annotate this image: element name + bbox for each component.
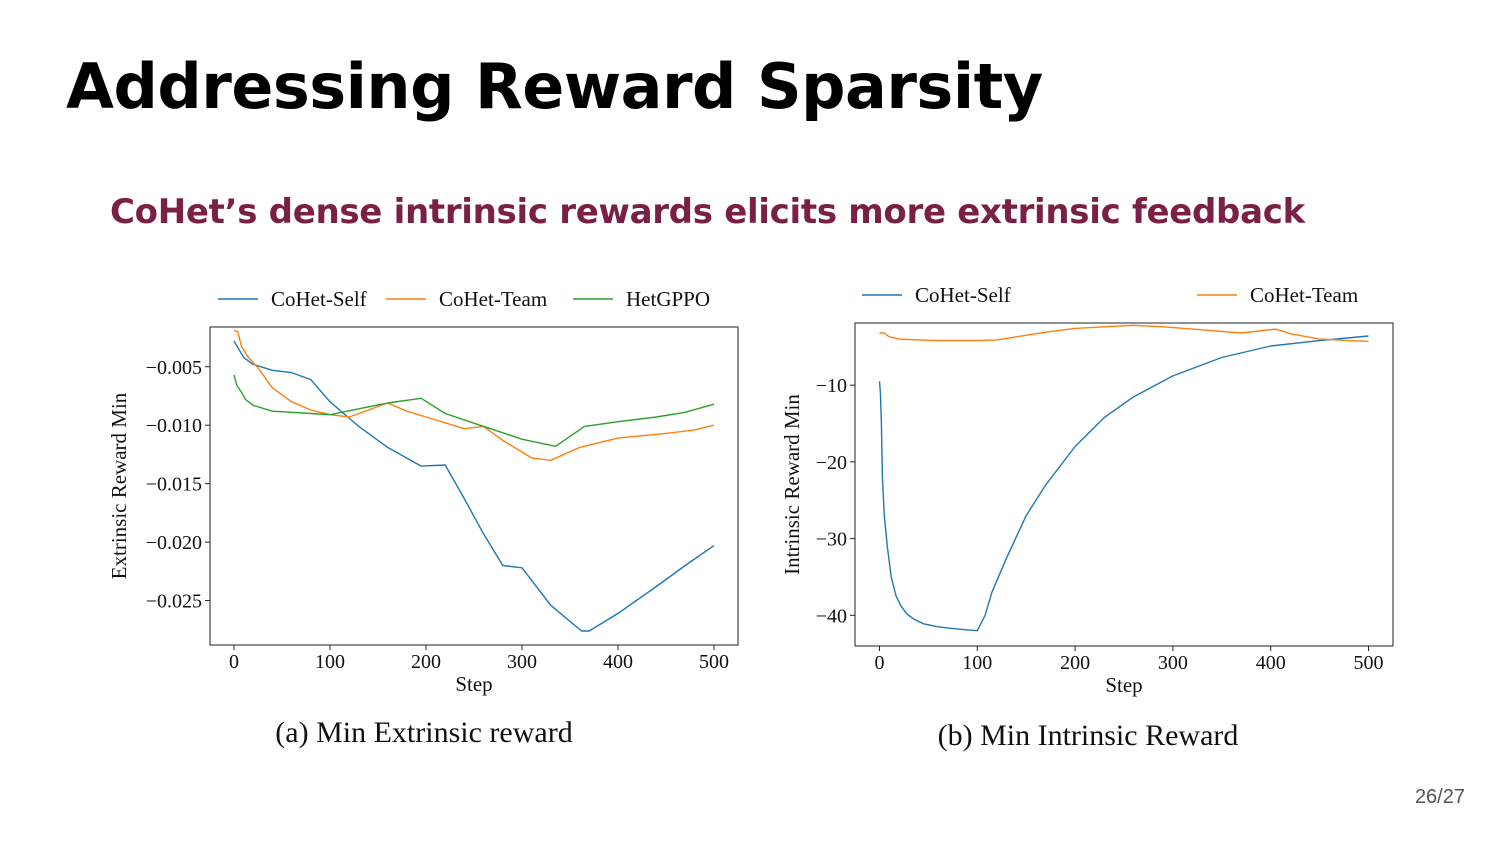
chart-0-legend-label-hetgppo: HetGPPO <box>626 287 710 311</box>
chart-1-y-tick-label: −10 <box>816 375 847 397</box>
chart-1-legend-label-cohet-self: CoHet-Self <box>915 283 1011 307</box>
chart-1-y-tick-label: −20 <box>816 452 847 474</box>
chart-0-x-tick-label: 200 <box>411 651 441 673</box>
chart-0-series-line-cohet-team <box>233 329 715 461</box>
chart-1-series-line-cohet-self <box>878 335 1369 632</box>
chart-1-x-tick-label: 500 <box>1354 652 1384 674</box>
chart-0-series-line-cohet-self <box>233 340 715 632</box>
chart-0-y-tick-label: −0.005 <box>146 357 202 379</box>
chart-0-y-axis-label: Extrinsic Reward Min <box>107 392 131 579</box>
chart-0-x-tick-label: 300 <box>507 651 537 673</box>
chart-0-legend-label-cohet-self: CoHet-Self <box>271 287 367 311</box>
chart-0-plot-frame <box>209 326 739 646</box>
chart-0-y-tick-label: −0.015 <box>146 474 202 496</box>
chart-1-x-tick-label: 400 <box>1256 652 1286 674</box>
slide-subtitle: CoHet’s dense intrinsic rewards elicits … <box>110 192 1305 232</box>
chart-1-y-tick-label: −40 <box>816 605 847 627</box>
chart-0-series-line-hetgppo <box>233 374 715 447</box>
chart-0-x-tick-label: 400 <box>603 651 633 673</box>
chart-0-y-tick-label: −0.020 <box>146 532 202 554</box>
chart-1-x-axis-label: Step <box>1105 673 1142 697</box>
chart-0-caption: (a) Min Extrinsic reward <box>275 716 572 749</box>
chart-1-x-tick-label: 0 <box>874 652 884 674</box>
chart-1-x-tick-label: 100 <box>962 652 992 674</box>
chart-0-x-tick-label: 0 <box>229 651 239 673</box>
chart-0-y-tick-label: −0.025 <box>146 591 202 613</box>
chart-0-y-tick-label: −0.010 <box>146 415 202 437</box>
chart-1-caption: (b) Min Intrinsic Reward <box>938 719 1239 752</box>
chart-0-legend-label-cohet-team: CoHet-Team <box>439 287 547 311</box>
slide-title: Addressing Reward Sparsity <box>66 50 1043 123</box>
chart-0-x-tick-label: 500 <box>699 651 729 673</box>
chart-1-x-tick-label: 300 <box>1158 652 1188 674</box>
chart-0-x-axis-label: Step <box>455 672 492 696</box>
chart-1-y-tick-label: −30 <box>816 529 847 551</box>
extrinsic-reward-chart: 0 100 200 300 400 500 −0.005 −0.010 −0.015 −0.020… <box>107 287 739 749</box>
chart-1-series-line-cohet-team <box>879 324 1369 343</box>
chart-1-legend-label-cohet-team: CoHet-Team <box>1250 283 1358 307</box>
chart-0-x-tick-label: 100 <box>315 651 345 673</box>
page-number: 26/27 <box>1414 786 1465 808</box>
chart-1-plot-frame <box>854 322 1394 647</box>
chart-1-x-tick-label: 200 <box>1060 652 1090 674</box>
chart-1-y-axis-label: Intrinsic Reward Min <box>780 394 804 575</box>
